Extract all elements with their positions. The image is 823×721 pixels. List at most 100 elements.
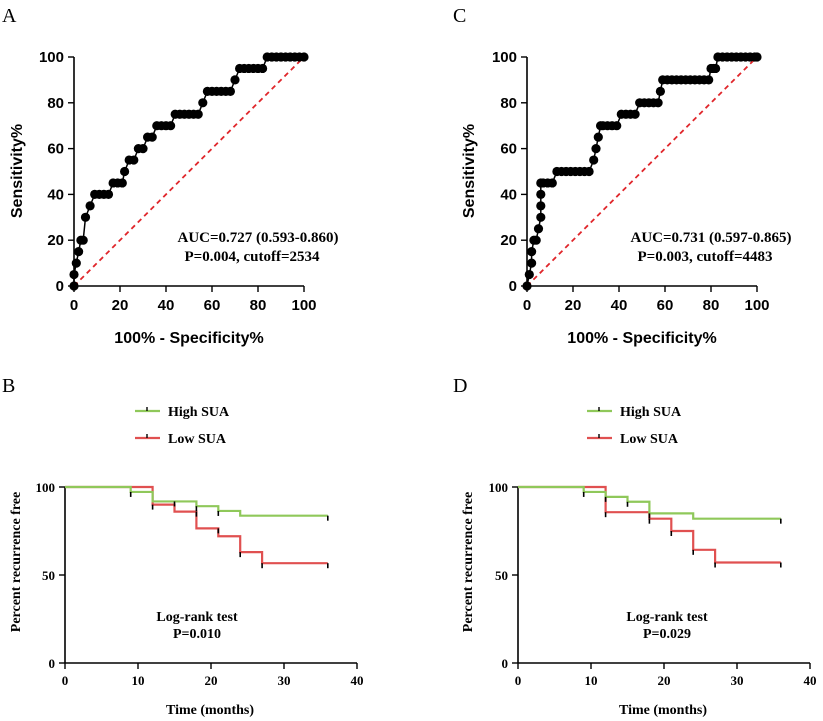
low-sua-curve — [65, 485, 328, 565]
roc-point — [166, 121, 176, 131]
roc-a-auc-annotation: AUC=0.727 (0.593-0.860) — [177, 230, 338, 246]
roc-a-x-label: 100% - Specificity% — [114, 330, 263, 347]
y-tick-label: 50 — [42, 568, 55, 583]
x-tick-label: 20 — [112, 297, 129, 314]
x-tick-label: 40 — [611, 297, 628, 314]
x-tick-label: 20 — [658, 673, 671, 688]
km-d-x-label: Time (months) — [619, 703, 707, 718]
roc-point — [120, 166, 130, 177]
roc-point — [147, 132, 157, 142]
km-d-legend: High SUA Low SUA — [587, 405, 682, 447]
km-d-legend-high-label: High SUA — [620, 405, 682, 420]
roc-point — [653, 98, 663, 108]
y-tick-label: 20 — [500, 232, 517, 249]
y-tick-label: 100 — [492, 49, 517, 66]
y-tick-label: 0 — [56, 278, 64, 295]
km-d-y-label: Percent recurrence free — [461, 492, 476, 632]
km-panel-d: D High SUA Low SUA 0 10 20 30 40 0 50 100 Time … — [453, 375, 817, 718]
roc-point — [117, 178, 127, 188]
km-d-p-value: P=0.029 — [643, 627, 691, 642]
km-b-legend: High SUA Low SUA — [135, 405, 230, 447]
km-d-test-label: Log-rank test — [626, 610, 708, 625]
roc-point — [593, 132, 603, 142]
roc-point — [612, 121, 622, 131]
roc-point — [589, 155, 599, 165]
km-d-curves — [518, 485, 782, 568]
roc-c-axes: 0 20 40 60 80 100 0 20 40 60 80 100 — [492, 49, 770, 314]
y-tick-label: 60 — [500, 141, 517, 158]
roc-point — [536, 189, 546, 199]
panel-letter-a: A — [2, 5, 17, 27]
roc-point — [547, 178, 557, 188]
roc-point — [655, 86, 666, 96]
roc-point — [299, 52, 309, 62]
x-tick-label: 0 — [62, 673, 69, 688]
roc-point — [522, 281, 532, 291]
roc-point — [198, 98, 208, 108]
x-tick-label: 60 — [204, 297, 221, 314]
roc-c-reference-line — [526, 56, 758, 287]
km-d-legend-low-label: Low SUA — [620, 432, 679, 447]
x-tick-label: 30 — [731, 673, 744, 688]
roc-point — [258, 63, 268, 74]
roc-point — [536, 201, 546, 211]
x-tick-label: 10 — [585, 673, 598, 688]
x-tick-label: 100 — [744, 297, 769, 314]
y-tick-label: 100 — [36, 480, 56, 495]
roc-point — [584, 166, 594, 177]
roc-point — [103, 189, 114, 199]
roc-a-points — [69, 52, 309, 291]
y-tick-label: 60 — [47, 141, 64, 158]
roc-a-p-annotation: P=0.004, cutoff=2534 — [185, 249, 320, 265]
roc-point — [230, 75, 240, 85]
km-b-y-label: Percent recurrence free — [9, 492, 24, 632]
roc-a-y-label: Sensitivity% — [9, 124, 26, 218]
y-tick-label: 0 — [49, 656, 56, 671]
y-tick-label: 80 — [500, 95, 517, 112]
x-tick-label: 40 — [804, 673, 817, 688]
roc-point — [533, 224, 544, 234]
y-tick-label: 100 — [39, 49, 64, 66]
y-tick-label: 50 — [495, 568, 508, 583]
y-tick-label: 40 — [500, 186, 517, 203]
roc-a-axes: 0 20 40 60 80 100 0 20 40 60 80 100 — [39, 49, 317, 314]
roc-point — [129, 155, 139, 165]
panel-letter-c: C — [453, 5, 466, 27]
roc-point — [69, 269, 79, 280]
x-tick-label: 0 — [515, 673, 522, 688]
roc-point — [704, 75, 714, 85]
roc-point — [527, 247, 537, 257]
km-b-x-label: Time (months) — [166, 703, 254, 718]
roc-c-points — [522, 52, 762, 291]
roc-c-x-label: 100% - Specificity% — [567, 330, 716, 347]
km-b-test-label: Log-rank test — [156, 610, 238, 625]
y-tick-label: 40 — [47, 186, 64, 203]
roc-a-reference-line — [73, 56, 305, 287]
roc-point — [78, 235, 88, 245]
x-tick-label: 100 — [291, 297, 316, 314]
panel-letter-b: B — [2, 375, 15, 397]
x-tick-label: 30 — [278, 673, 291, 688]
km-d-axes: 0 10 20 30 40 0 50 100 — [489, 480, 817, 688]
km-b-curves — [65, 485, 329, 569]
x-tick-label: 40 — [158, 297, 175, 314]
x-tick-label: 10 — [132, 673, 145, 688]
km-b-p-value: P=0.010 — [173, 627, 221, 642]
km-b-axes: 0 10 20 30 40 0 50 100 — [36, 480, 364, 688]
roc-point — [531, 235, 541, 245]
high-sua-curve — [65, 485, 328, 517]
roc-c-auc-annotation: AUC=0.731 (0.597-0.865) — [630, 230, 791, 246]
y-tick-label: 0 — [502, 656, 509, 671]
km-panel-b: B High SUA Low SUA 0 10 20 30 40 0 50 100 Time … — [2, 375, 364, 718]
x-tick-label: 0 — [523, 297, 531, 314]
roc-point — [711, 63, 721, 74]
x-tick-label: 80 — [703, 297, 720, 314]
roc-c-p-annotation: P=0.003, cutoff=4483 — [638, 249, 773, 265]
roc-point — [630, 109, 640, 119]
roc-point — [193, 109, 203, 119]
x-tick-label: 80 — [250, 297, 267, 314]
roc-c-y-label: Sensitivity% — [461, 124, 478, 218]
roc-point — [80, 212, 91, 222]
y-tick-label: 20 — [47, 232, 64, 249]
panel-letter-d: D — [453, 375, 467, 397]
